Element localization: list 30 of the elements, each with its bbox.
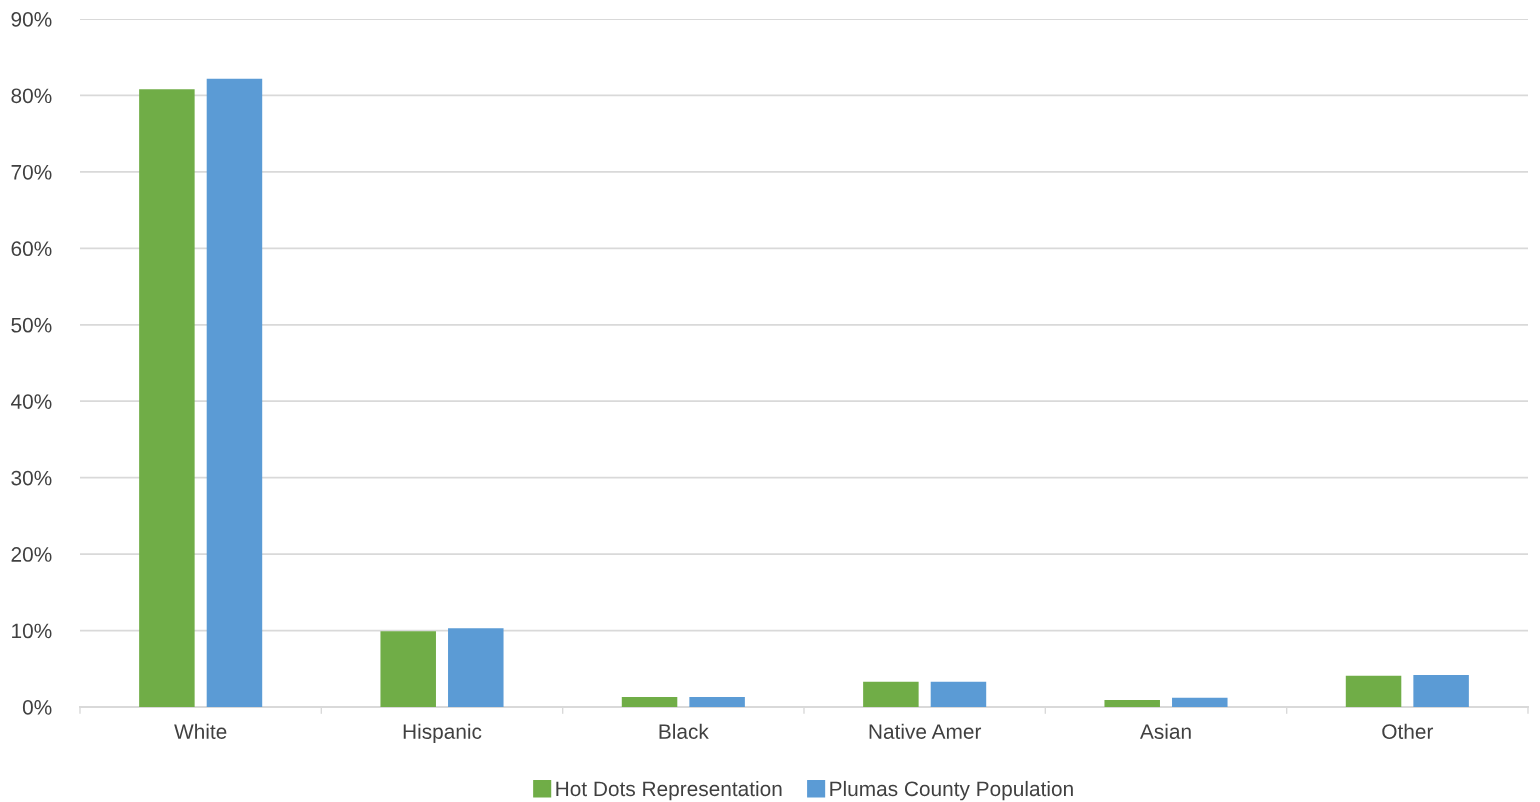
bar xyxy=(139,89,195,707)
x-tick-label: Hispanic xyxy=(403,723,482,744)
legend-label: Hot Dots Representation xyxy=(556,780,782,801)
bar xyxy=(206,78,263,707)
bar xyxy=(1172,697,1228,707)
x-tick-label: Asian xyxy=(1139,723,1191,739)
legend-label: Plumas County Population xyxy=(830,780,1073,801)
x-tick-label: Other xyxy=(1382,723,1434,739)
x-tick-label: Native Amer xyxy=(869,723,982,739)
bar xyxy=(380,631,436,707)
y-tick-label: 20% xyxy=(11,547,52,562)
x-tick-label: White xyxy=(174,723,227,739)
y-tick-label: 40% xyxy=(11,394,52,409)
y-tick-label: 70% xyxy=(11,164,52,180)
bar xyxy=(1104,700,1160,707)
bar xyxy=(689,697,745,707)
bar xyxy=(1345,675,1402,707)
bar xyxy=(621,697,678,707)
bar xyxy=(448,628,504,707)
y-tick-label: 80% xyxy=(11,88,52,104)
y-tick-label: 0% xyxy=(22,700,52,715)
bar xyxy=(863,681,919,707)
y-tick-label: 50% xyxy=(11,317,52,333)
bar xyxy=(1413,674,1469,707)
bar xyxy=(930,681,987,707)
x-tick-label: Black xyxy=(659,723,709,739)
y-tick-label: 10% xyxy=(12,623,52,639)
y-tick-label: 30% xyxy=(11,470,52,486)
y-tick-label: 60% xyxy=(11,241,52,257)
y-tick-label: 90% xyxy=(11,12,52,27)
